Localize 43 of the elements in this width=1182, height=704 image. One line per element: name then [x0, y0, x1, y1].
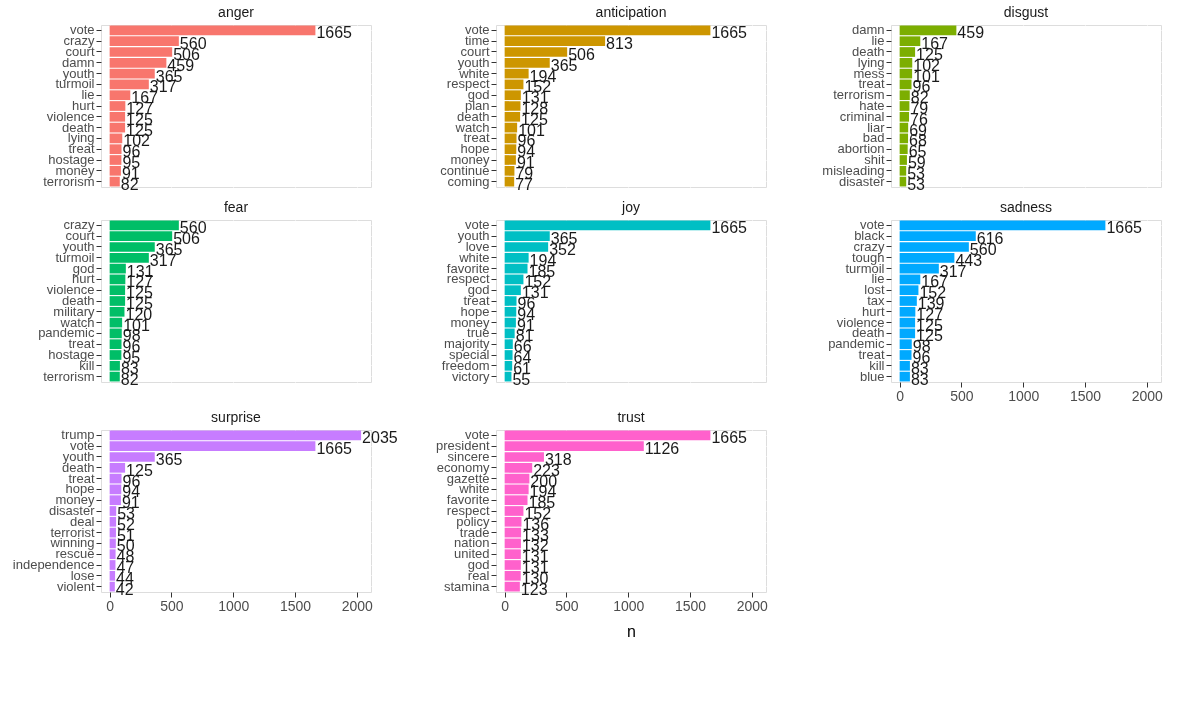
chart-title: trust — [617, 408, 645, 425]
data-label: 1126 — [644, 440, 680, 458]
x-tick-label: 0 — [896, 387, 905, 404]
y-tick-label: treat — [68, 336, 95, 352]
chart-title: joy — [621, 198, 640, 215]
data-label: 1665 — [711, 429, 748, 447]
chart-title: anger — [218, 3, 255, 20]
x-tick-label: 1500 — [674, 597, 707, 614]
y-tick-label: shit — [864, 152, 885, 167]
y-tick-label: death — [851, 44, 885, 59]
data-label: 459 — [957, 24, 985, 42]
x-axis-title: n — [627, 622, 636, 640]
chart-title: surprise — [211, 408, 262, 425]
data-label: 2035 — [362, 429, 398, 447]
chart-title: disgust — [1003, 3, 1049, 20]
x-tick-label: 2000 — [1131, 387, 1164, 404]
x-tick-label: 2000 — [736, 597, 769, 614]
x-tick-label: 1500 — [1069, 387, 1102, 404]
chart-title: anticipation — [595, 3, 667, 20]
x-tick-label: 1000 — [218, 597, 250, 614]
chart-title: sadness — [999, 198, 1053, 215]
chart-title: fear — [223, 198, 249, 215]
data-label: 1665 — [316, 440, 353, 458]
x-tick-label: 0 — [106, 597, 115, 614]
x-tick-label: 0 — [501, 597, 510, 614]
data-label: 1665 — [1106, 219, 1143, 237]
x-tick-label: 500 — [160, 597, 184, 614]
data-label: 1665 — [316, 24, 353, 42]
x-tick-label: 1500 — [279, 597, 312, 614]
data-label: 1665 — [711, 24, 748, 42]
data-label: 365 — [155, 451, 183, 468]
y-tick-label: vote — [69, 22, 95, 38]
y-tick-label: death — [61, 293, 95, 308]
data-label: 813 — [606, 35, 633, 53]
x-tick-label: 500 — [950, 387, 974, 404]
x-tick-label: 500 — [555, 597, 579, 614]
x-tick-label: 1000 — [1008, 387, 1040, 404]
y-tick-label: favorite — [446, 492, 490, 508]
x-tick-label: 1000 — [613, 597, 645, 614]
x-tick-label: 2000 — [341, 597, 374, 614]
y-tick-label: independence — [12, 557, 95, 572]
y-tick-label: hate — [859, 98, 885, 113]
data-label: 1665 — [711, 219, 748, 237]
